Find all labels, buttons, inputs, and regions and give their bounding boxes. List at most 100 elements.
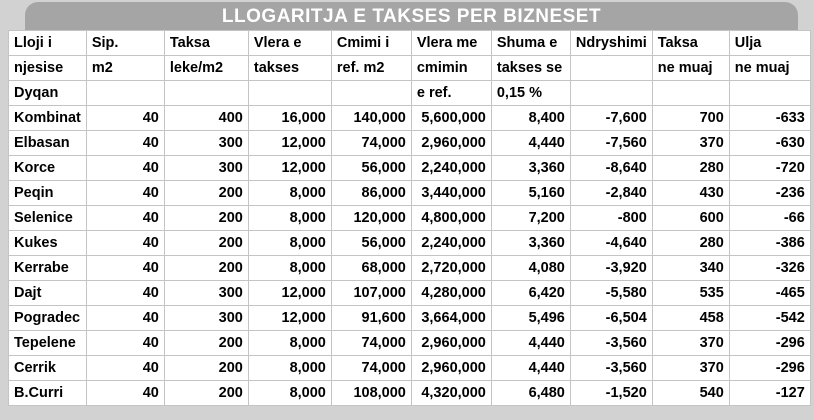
value-cell: 2,240,000 — [410, 230, 492, 256]
value-cell: 56,000 — [330, 155, 412, 181]
value-cell: 3,360 — [490, 230, 571, 256]
table-row: Tepelene 40 200 8,000 74,000 2,960,000 4,440 -3… — [8, 330, 811, 356]
value-cell: -633 — [728, 105, 811, 131]
value-cell: 40 — [85, 380, 165, 406]
value-cell: 140,000 — [330, 105, 412, 131]
header-cell: leke/m2 — [163, 55, 249, 81]
value-cell: 200 — [163, 355, 249, 381]
value-cell: 370 — [651, 330, 730, 356]
value-cell: 74,000 — [330, 130, 412, 156]
value-cell: 86,000 — [330, 180, 412, 206]
value-cell: -3,560 — [569, 355, 653, 381]
value-cell: 8,000 — [247, 180, 332, 206]
value-cell: -296 — [728, 330, 811, 356]
value-cell: 6,420 — [490, 280, 571, 306]
value-cell: 400 — [163, 105, 249, 131]
value-cell: -7,600 — [569, 105, 653, 131]
header-cell: takses se — [490, 55, 571, 81]
value-cell: 458 — [651, 305, 730, 331]
value-cell: 40 — [85, 130, 165, 156]
value-cell: 3,440,000 — [410, 180, 492, 206]
header-cell: Shuma e — [490, 30, 571, 56]
value-cell: -720 — [728, 155, 811, 181]
header-cell: ne muaj — [651, 55, 730, 81]
value-cell: 535 — [651, 280, 730, 306]
value-cell: 2,720,000 — [410, 255, 492, 281]
value-cell: 4,080 — [490, 255, 571, 281]
value-cell: 2,240,000 — [410, 155, 492, 181]
header-cell: takses — [247, 55, 332, 81]
value-cell: 16,000 — [247, 105, 332, 131]
value-cell: 91,600 — [330, 305, 412, 331]
value-cell: 5,496 — [490, 305, 571, 331]
value-cell: 40 — [85, 330, 165, 356]
value-cell: 200 — [163, 180, 249, 206]
value-cell: 200 — [163, 330, 249, 356]
table-row: Elbasan 40 300 12,000 74,000 2,960,000 4,440 -7… — [8, 130, 811, 156]
value-cell: 4,440 — [490, 330, 571, 356]
value-cell: -6,504 — [569, 305, 653, 331]
value-cell: 300 — [163, 155, 249, 181]
value-cell: 300 — [163, 280, 249, 306]
value-cell: 8,000 — [247, 255, 332, 281]
value-cell: 370 — [651, 355, 730, 381]
header-cell: m2 — [85, 55, 165, 81]
value-cell: 280 — [651, 155, 730, 181]
value-cell: 40 — [85, 355, 165, 381]
value-cell: 8,000 — [247, 355, 332, 381]
header-row: Lloji i Sip. Taksa Vlera e Cmimi i Vlera me Sh… — [8, 30, 811, 56]
header-row: Dyqan e ref. 0,15 % — [8, 80, 811, 106]
value-cell: 8,000 — [247, 330, 332, 356]
header-cell: e ref. — [410, 80, 492, 106]
value-cell: 12,000 — [247, 305, 332, 331]
value-cell: -542 — [728, 305, 811, 331]
header-cell: Taksa — [651, 30, 730, 56]
value-cell: 540 — [651, 380, 730, 406]
value-cell: 2,960,000 — [410, 130, 492, 156]
row-label-cell: Elbasan — [8, 130, 87, 156]
value-cell: 68,000 — [330, 255, 412, 281]
value-cell: 200 — [163, 380, 249, 406]
header-cell — [247, 80, 332, 106]
value-cell: 7,200 — [490, 205, 571, 231]
value-cell: 700 — [651, 105, 730, 131]
value-cell: -7,560 — [569, 130, 653, 156]
value-cell: -236 — [728, 180, 811, 206]
header-cell — [163, 80, 249, 106]
header-cell: Ndryshimi — [569, 30, 653, 56]
value-cell: 300 — [163, 305, 249, 331]
table-row: Kukes 40 200 8,000 56,000 2,240,000 3,360 -4,64… — [8, 230, 811, 256]
value-cell: 5,600,000 — [410, 105, 492, 131]
value-cell: 2,960,000 — [410, 355, 492, 381]
value-cell: 2,960,000 — [410, 330, 492, 356]
value-cell: -2,840 — [569, 180, 653, 206]
row-label-cell: Kombinat — [8, 105, 87, 131]
header-cell — [728, 80, 811, 106]
header-cell — [330, 80, 412, 106]
row-label-cell: Selenice — [8, 205, 87, 231]
row-label-cell: Tepelene — [8, 330, 87, 356]
value-cell: -800 — [569, 205, 653, 231]
value-cell: 200 — [163, 230, 249, 256]
table-row: B.Curri 40 200 8,000 108,000 4,320,000 6,480 -1… — [8, 380, 811, 406]
value-cell: 40 — [85, 280, 165, 306]
value-cell: 12,000 — [247, 280, 332, 306]
value-cell: 430 — [651, 180, 730, 206]
value-cell: 4,440 — [490, 130, 571, 156]
table-row: Dajt 40 300 12,000 107,000 4,280,000 6,420 -5,5… — [8, 280, 811, 306]
value-cell: 56,000 — [330, 230, 412, 256]
row-label-cell: Cerrik — [8, 355, 87, 381]
row-label-cell: Kukes — [8, 230, 87, 256]
value-cell: 40 — [85, 105, 165, 131]
value-cell: 108,000 — [330, 380, 412, 406]
value-cell: 12,000 — [247, 155, 332, 181]
value-cell: 8,400 — [490, 105, 571, 131]
value-cell: 370 — [651, 130, 730, 156]
table-title: LLOGARITJA E TAKSES PER BIZNESET — [25, 2, 798, 30]
value-cell: 4,800,000 — [410, 205, 492, 231]
header-cell — [569, 55, 653, 81]
header-cell: Lloji i — [8, 30, 87, 56]
value-cell: -3,560 — [569, 330, 653, 356]
header-cell: Sip. — [85, 30, 165, 56]
